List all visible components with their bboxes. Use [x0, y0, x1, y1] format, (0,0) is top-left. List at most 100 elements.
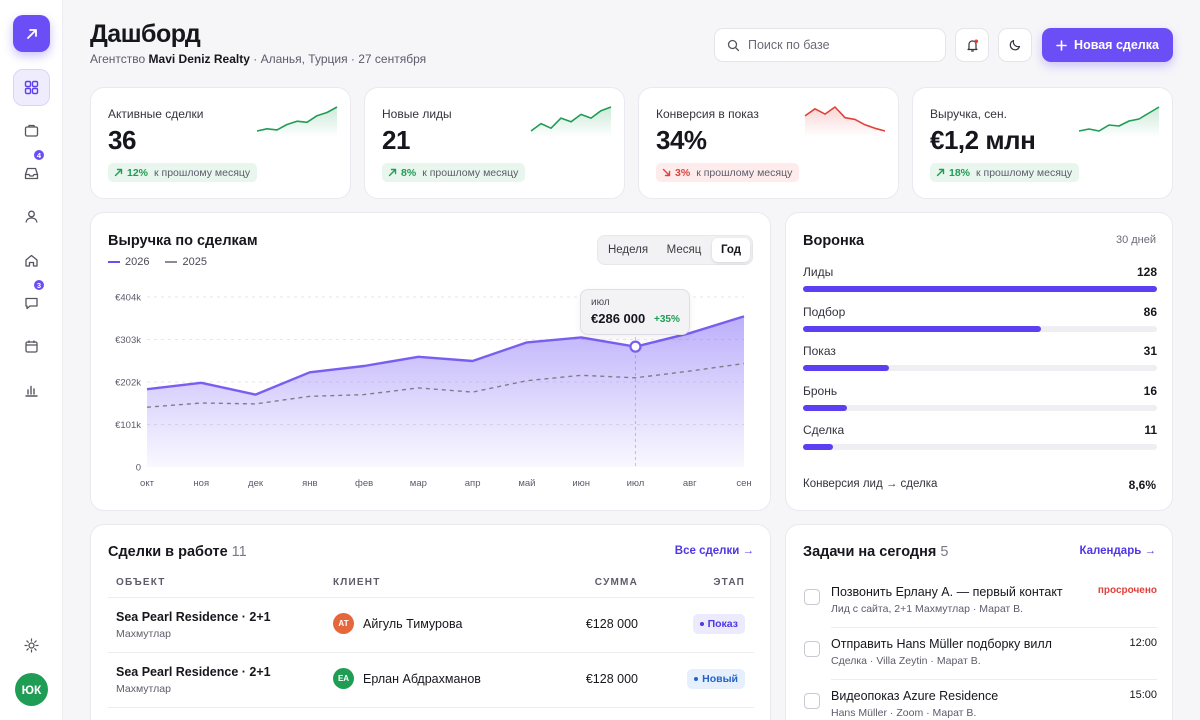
legend-label-2026: 2026	[125, 256, 150, 268]
funnel-stage-label: Подбор	[803, 304, 846, 319]
x-tick-label: сен	[736, 478, 751, 489]
legend-item-2025: 2025	[165, 256, 207, 268]
kpi-delta-pct: 3%	[675, 166, 691, 179]
kpi-delta: 8% к прошлому месяцу	[382, 163, 526, 182]
kpi-card: Конверсия в показ 34% 3% к прошлому месяцу	[638, 87, 899, 199]
task-checkbox[interactable]	[804, 589, 820, 605]
sidebar-item-reports[interactable]	[13, 372, 50, 409]
funnel-card: Воронка 30 дней Лиды 128 Подбор 86 Показ 31 Бр…	[785, 212, 1173, 511]
deal-stage-badge[interactable]: Показ	[692, 614, 745, 634]
y-tick-label: 0	[136, 463, 141, 474]
agency-name: Mavi Deniz Realty	[148, 52, 250, 66]
series-2026-area	[147, 316, 744, 467]
deal-object[interactable]: Sea Pearl Residence · 2+1	[116, 610, 271, 624]
period-month-button[interactable]: Месяц	[666, 244, 702, 256]
theme-toggle-button[interactable]	[998, 28, 1032, 62]
sidebar-item-properties[interactable]	[13, 242, 50, 279]
period-week-button[interactable]: Неделя	[607, 244, 649, 256]
task-checkbox[interactable]	[804, 641, 820, 657]
sidebar-item-settings[interactable]	[13, 627, 50, 664]
stage-label: Показ	[707, 618, 738, 630]
funnel-bar-fill	[803, 325, 1041, 332]
task-checkbox[interactable]	[804, 693, 820, 709]
deal-client[interactable]: ЕА Ерлан Абдрахманов	[333, 668, 481, 689]
x-tick-label: авг	[683, 478, 697, 489]
search-input[interactable]	[748, 38, 928, 52]
client-avatar: АТ	[333, 613, 354, 634]
x-tick-label: янв	[302, 478, 317, 489]
deal-object[interactable]: Sea Pearl Residence · 2+1	[116, 665, 271, 679]
x-tick-label: июн	[572, 478, 590, 489]
tooltip-label: июл	[591, 297, 610, 308]
sidebar-item-messages[interactable]: 3	[13, 279, 50, 322]
deals-count: 11	[231, 544, 247, 560]
messages-badge: 3	[33, 279, 45, 291]
funnel-stage-label: Показ	[803, 344, 836, 359]
tasks-title: Задачи на сегодня 5	[803, 544, 948, 560]
revenue-title: Выручка по сделкам	[108, 233, 258, 249]
x-tick-label: ноя	[193, 478, 209, 489]
sidebar-item-calendar[interactable]	[13, 328, 50, 365]
task-title[interactable]: Отправить Hans Müller подборку вилл	[831, 637, 1052, 651]
period-year-button[interactable]: Год	[712, 238, 750, 262]
task-title[interactable]: Позвонить Ерлану А. — первый контакт	[831, 585, 1063, 599]
search-box[interactable]	[714, 28, 946, 62]
funnel-title: Воронка	[803, 233, 865, 249]
task-subtitle: Hans Müller · Zoom · Марат В.	[831, 707, 977, 719]
client-name: Ерлан Абдрахманов	[363, 671, 481, 686]
tooltip-value: €286 000	[591, 311, 646, 326]
kpi-value: 36	[108, 125, 136, 155]
calendar-link[interactable]: Календарь →	[1079, 545, 1156, 557]
deal-client[interactable]: АТ Айгуль Тимурова	[333, 613, 462, 634]
task-title[interactable]: Видеопоказ Azure Residence	[831, 689, 999, 703]
new-deal-button[interactable]: Новая сделка	[1042, 28, 1173, 62]
sidebar-item-dashboard[interactable]	[13, 69, 50, 106]
funnel-stage-value: 86	[1143, 304, 1157, 319]
kpi-delta-note: к прошлому месяцу	[154, 166, 251, 179]
bell-icon	[966, 39, 978, 52]
deals-title: Сделки в работе 11	[108, 544, 247, 560]
chart-tooltip: июл €286 000 +35%	[580, 289, 690, 335]
logo-button[interactable]	[13, 15, 50, 52]
task-item: Отправить Hans Müller подборку вилл Сделк…	[803, 637, 1157, 673]
y-tick-label: €303k	[115, 335, 141, 346]
x-tick-label: фев	[355, 478, 373, 489]
arrow-up-right-icon	[114, 168, 123, 177]
arrow-up-right-icon	[388, 168, 397, 177]
sidebar-item-clients[interactable]	[13, 198, 50, 235]
legend-label-2025: 2025	[182, 256, 207, 268]
kpi-delta: 18% к прошлому месяцу	[930, 163, 1080, 182]
stage-dot	[694, 677, 699, 681]
calendar-icon	[25, 340, 38, 353]
funnel-bar-track	[803, 404, 1157, 411]
sidebar-item-inbox[interactable]: 4	[13, 149, 50, 192]
tasks-count: 5	[940, 544, 949, 560]
inbox-badge: 4	[33, 149, 45, 161]
funnel-stage: Показ 31	[803, 344, 1157, 372]
user-avatar[interactable]: ЮК	[15, 673, 48, 706]
funnel-stage-label: Бронь	[803, 383, 838, 398]
x-tick-label: окт	[140, 478, 155, 489]
sparkline-line	[804, 106, 886, 132]
kpi-value: 21	[382, 125, 410, 155]
task-overdue-label: просрочено	[1097, 585, 1157, 596]
kpi-delta-note: к прошлому месяцу	[696, 166, 793, 179]
sidebar-item-deals[interactable]	[13, 112, 50, 149]
funnel-bar-fill	[803, 404, 848, 411]
tooltip-delta: +35%	[654, 314, 680, 325]
kpi-label: Новые лиды	[382, 107, 452, 121]
kpi-delta-pct: 12%	[127, 166, 149, 179]
arrow-up-right-icon	[26, 28, 37, 39]
subtitle-prefix: Агентство	[90, 52, 149, 66]
row-divider	[108, 707, 754, 708]
all-deals-link[interactable]: Все сделки →	[674, 545, 754, 557]
funnel-stage: Лиды 128	[803, 265, 1157, 293]
sparkline-area	[1079, 107, 1159, 137]
highlight-point[interactable]	[629, 340, 642, 353]
kpi-delta-note: к прошлому месяцу	[422, 166, 519, 179]
column-sum: СУММА	[594, 577, 638, 588]
notifications-button[interactable]	[955, 28, 989, 62]
kpi-delta: 3% к прошлому месяцу	[656, 163, 800, 182]
x-tick-label: мар	[410, 478, 427, 489]
deal-stage-badge[interactable]: Новый	[687, 669, 745, 689]
